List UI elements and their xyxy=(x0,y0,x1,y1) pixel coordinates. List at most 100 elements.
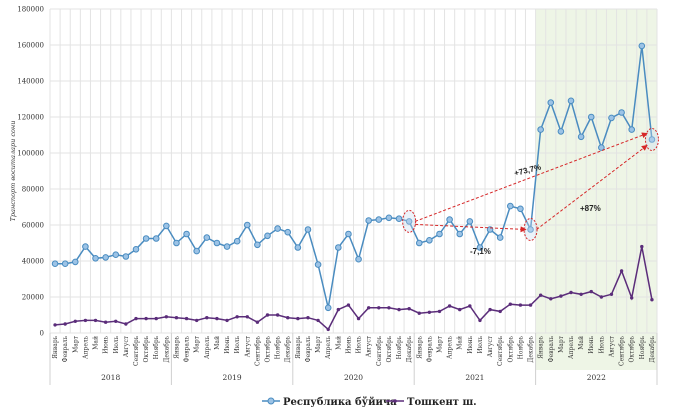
x-month-label: Июнь xyxy=(103,335,110,353)
x-month-label: Май xyxy=(335,336,342,350)
y-tick-label: 100000 xyxy=(17,150,44,158)
x-month-label: Октябрь xyxy=(265,335,272,362)
data-point-tashkent xyxy=(265,313,270,317)
x-month-label: Июль xyxy=(598,335,605,353)
legend-item-tashkent[interactable]: Тошкент ш. xyxy=(386,397,477,408)
legend-item-republic[interactable]: Республика бўйича xyxy=(262,397,397,408)
data-point-tashkent xyxy=(579,292,583,296)
data-point-republic xyxy=(537,126,544,133)
y-tick-label: 0 xyxy=(40,330,44,338)
data-point-republic xyxy=(314,261,322,268)
x-month-label: Май xyxy=(578,336,585,350)
data-point-republic xyxy=(507,202,514,210)
legend-label-republic: Республика бўйича xyxy=(283,397,397,408)
x-month-label: Май xyxy=(457,336,464,350)
data-point-tashkent xyxy=(468,304,472,308)
x-month-label: Ноябрь xyxy=(275,335,282,359)
x-month-label: Октябрь xyxy=(143,335,150,362)
x-month-label: Декабрь xyxy=(285,335,292,362)
x-month-label: Август xyxy=(123,335,130,357)
data-point-republic xyxy=(547,99,555,106)
data-point-tashkent xyxy=(134,316,138,321)
data-point-tashkent xyxy=(458,307,462,312)
x-month-label: Апрель xyxy=(568,335,575,359)
x-month-label: Июль xyxy=(477,335,484,353)
data-point-republic xyxy=(324,304,332,312)
data-point-tashkent xyxy=(103,320,108,324)
y-tick-label: 120000 xyxy=(17,114,44,122)
data-point-tashkent xyxy=(235,315,239,319)
data-point-republic xyxy=(375,216,383,223)
annotation-arrow xyxy=(414,132,648,222)
x-month-label: Март xyxy=(436,335,443,353)
x-month-label: Апрель xyxy=(447,335,454,359)
data-point-republic xyxy=(345,230,352,238)
x-month-label: Декабрь xyxy=(163,335,170,362)
data-point-tashkent xyxy=(164,315,169,319)
x-month-label: Март xyxy=(558,335,565,353)
x-month-label: Октябрь xyxy=(629,335,636,362)
x-month-label: Май xyxy=(93,336,100,350)
data-point-republic xyxy=(163,222,170,230)
y-tick-label: 180000 xyxy=(17,6,44,14)
data-point-republic xyxy=(254,241,261,249)
data-point-tashkent xyxy=(569,290,573,295)
legend-label-tashkent: Тошкент ш. xyxy=(407,397,477,408)
annotation-label: +87% xyxy=(580,204,601,213)
data-point-republic xyxy=(92,254,99,262)
data-point-tashkent xyxy=(296,316,300,321)
x-month-label: Февраль xyxy=(305,335,312,362)
data-point-tashkent xyxy=(93,318,98,323)
data-point-republic xyxy=(173,239,180,247)
x-year-label: 2021 xyxy=(465,373,484,382)
data-point-republic xyxy=(264,232,271,240)
data-point-republic xyxy=(446,216,453,223)
data-point-tashkent xyxy=(397,307,401,312)
x-month-label: Июль xyxy=(356,335,363,353)
highlight-ellipse xyxy=(402,209,417,233)
data-point-tashkent xyxy=(538,293,543,297)
x-month-label: Март xyxy=(72,335,79,353)
y-tick-label: 140000 xyxy=(17,78,44,86)
x-month-label: Январь xyxy=(173,335,180,359)
data-point-republic xyxy=(436,230,443,238)
data-point-tashkent xyxy=(508,302,513,306)
data-point-tashkent xyxy=(144,316,148,321)
x-month-label: Ноябрь xyxy=(639,335,646,359)
x-month-label: Сентябрь xyxy=(254,335,261,366)
y-tick-label: 160000 xyxy=(17,42,44,50)
data-point-tashkent xyxy=(346,303,351,307)
data-point-republic xyxy=(51,260,59,268)
data-point-republic xyxy=(587,113,595,121)
y-tick-label: 80000 xyxy=(22,186,44,194)
x-month-label: Декабрь xyxy=(528,335,535,362)
data-point-republic xyxy=(496,234,504,241)
data-point-tashkent xyxy=(387,306,391,310)
data-point-republic xyxy=(426,237,433,244)
x-month-label: Декабрь xyxy=(406,335,413,362)
data-point-republic xyxy=(527,226,534,233)
data-point-tashkent xyxy=(549,297,553,301)
x-year-label: 2018 xyxy=(101,373,120,382)
x-month-label: Сентябрь xyxy=(497,335,504,366)
x-month-label: Сентябрь xyxy=(133,335,140,366)
x-month-label: Август xyxy=(244,335,251,357)
x-month-label: Август xyxy=(366,335,373,357)
data-point-tashkent xyxy=(225,318,229,323)
data-point-republic xyxy=(405,218,413,225)
data-point-republic xyxy=(355,255,362,263)
data-point-tashkent xyxy=(205,316,209,320)
x-month-label: Январь xyxy=(416,335,423,359)
x-month-label: Апрель xyxy=(325,335,332,359)
x-month-label: Февраль xyxy=(548,335,555,362)
data-point-republic xyxy=(476,244,484,251)
data-point-republic xyxy=(183,230,190,238)
data-point-republic xyxy=(294,244,302,251)
data-point-tashkent xyxy=(63,322,67,326)
data-point-republic xyxy=(365,217,372,224)
data-point-republic xyxy=(122,253,130,260)
data-point-republic xyxy=(456,230,464,238)
x-month-label: Август xyxy=(608,335,615,357)
data-point-republic xyxy=(304,226,312,233)
